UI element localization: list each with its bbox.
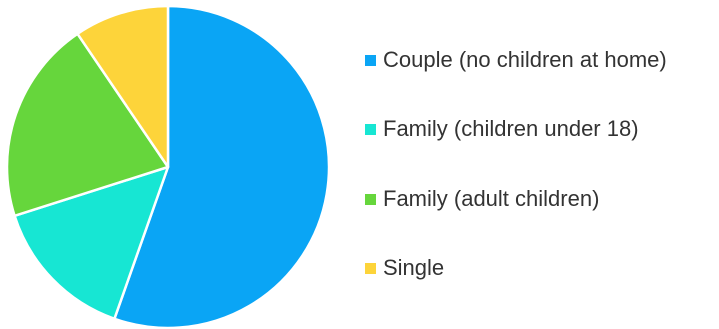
pie-slice-single[interactable] <box>76 4 170 169</box>
pie-slice-family-adult[interactable] <box>5 32 170 218</box>
legend-swatch-family-children <box>365 123 376 135</box>
legend-label-family-adult: Family (adult children) <box>383 186 600 211</box>
legend-item-family-adult[interactable]: Family (adult children) <box>365 188 599 210</box>
legend-label-single: Single <box>383 255 445 280</box>
legend-item-family-children[interactable]: Family (children under 18) <box>365 118 639 140</box>
legend-label-couple: Couple (no children at home) <box>383 47 667 72</box>
legend-item-single[interactable]: Single <box>365 257 444 279</box>
pie-slice-family-children[interactable] <box>13 165 170 321</box>
pie-chart <box>5 4 331 329</box>
legend-swatch-family-adult <box>365 193 376 205</box>
legend-label-family-children: Family (children under 18) <box>383 116 639 141</box>
legend-item-couple[interactable]: Couple (no children at home) <box>365 49 667 71</box>
legend-swatch-single <box>365 262 376 274</box>
legend-swatch-couple <box>365 54 376 66</box>
